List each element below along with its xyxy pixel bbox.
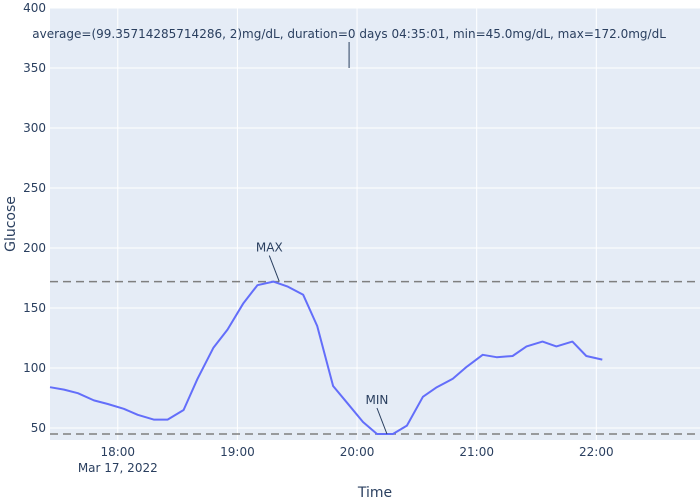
y-tick-label: 150 (23, 301, 46, 315)
x-axis-title: Time (357, 485, 392, 500)
x-tick-label: 18:00 (100, 445, 135, 459)
plot-background (50, 8, 700, 440)
y-tick-label: 250 (23, 181, 46, 195)
annotation-arrow (268, 255, 280, 282)
y-tick-label: 200 (23, 241, 46, 255)
x-date-label: Mar 17, 2022 (78, 461, 158, 475)
y-tick-label: 100 (23, 361, 46, 375)
min-annotation: MIN (366, 393, 389, 407)
x-tick-label: 21:00 (459, 445, 494, 459)
series-layer (49, 280, 603, 435)
y-tick-label: 300 (23, 121, 46, 135)
annotation-arrow (376, 407, 388, 435)
x-tick-label: 20:00 (340, 445, 375, 459)
tick-labels: 50 100 150 200 250 300 350 400 18:00 Mar 17, 2022… (23, 1, 614, 475)
y-tick-label: 350 (23, 61, 46, 75)
reference-lines (50, 280, 700, 435)
x-tick-label: 22:00 (579, 445, 614, 459)
summary-annotation: average=(99.35714285714286, 2)mg/dL, dur… (32, 27, 666, 41)
glucose-series-line (49, 280, 603, 435)
y-axis-title: Glucose (3, 196, 19, 252)
y-tick-label: 400 (23, 1, 46, 15)
gridlines (50, 7, 700, 440)
x-tick-label: 19:00 (220, 445, 255, 459)
y-tick-label: 50 (31, 421, 46, 435)
max-annotation: MAX (256, 241, 283, 255)
annotations: MAX MIN average=(99.35714285714286, 2)mg/d… (32, 27, 666, 435)
